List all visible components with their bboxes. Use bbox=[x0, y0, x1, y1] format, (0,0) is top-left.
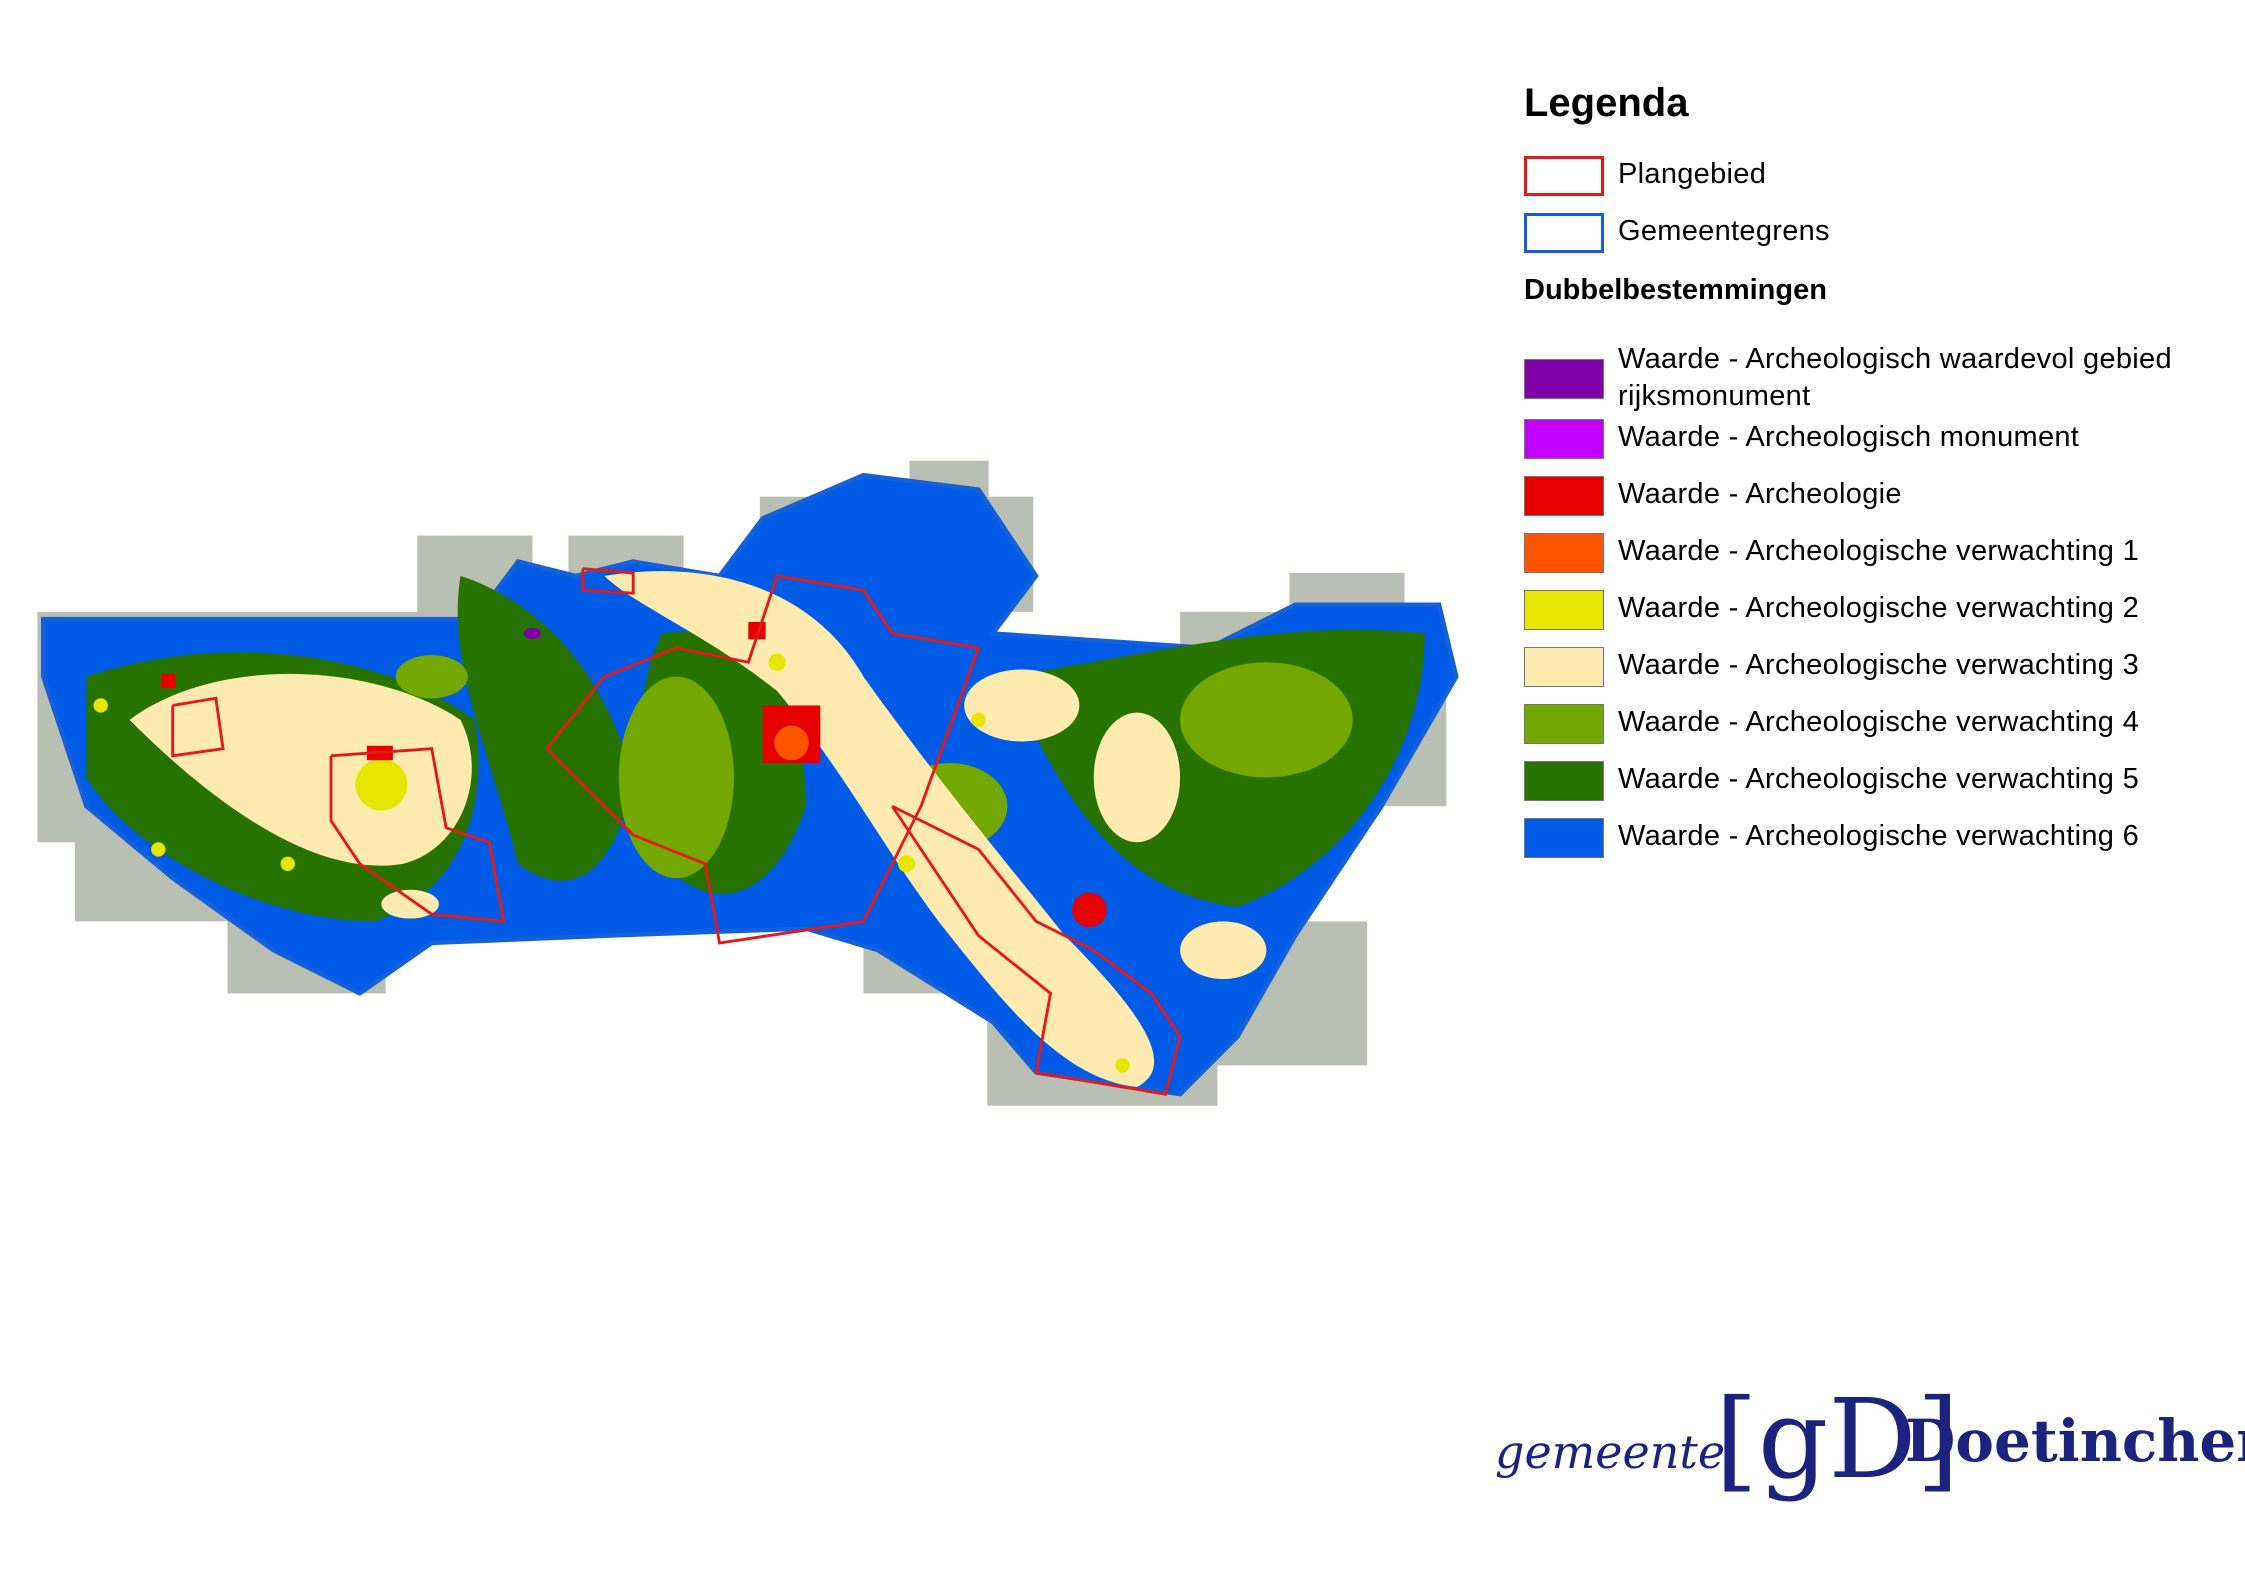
legend-swatch bbox=[1524, 704, 1604, 744]
legend-swatch bbox=[1524, 647, 1604, 687]
legend-label: Waarde - Archeologisch monument bbox=[1618, 421, 2080, 453]
gemeentegrens-swatch bbox=[1524, 213, 1604, 253]
rijksmonument-zone bbox=[523, 627, 542, 640]
legend-label: Waarde - Archeologische verwachting 6 bbox=[1618, 820, 2140, 852]
legend-label: Waarde - Archeologie bbox=[1618, 478, 1902, 510]
legend-item-plangebied: Plangebied bbox=[1524, 156, 1766, 196]
legend-item: Waarde - Archeologische verwachting 2 bbox=[1524, 590, 2139, 630]
legend-title: Legenda bbox=[1524, 81, 1689, 125]
legend-item-gemeentegrens: Gemeentegrens bbox=[1524, 213, 1830, 253]
verwachting-2-points bbox=[93, 653, 1130, 1073]
logo-prefix: gemeente bbox=[1495, 1425, 1726, 1479]
legend-label: Waarde - Archeologische verwachting 2 bbox=[1618, 592, 2140, 624]
plangebied-swatch bbox=[1524, 156, 1604, 196]
municipality-logo: gemeente [gD] Doetinchem bbox=[1495, 1375, 2245, 1515]
legend-item: Waarde - Archeologie bbox=[1524, 476, 1902, 516]
legend-item: Waarde - Archeologische verwachting 5 bbox=[1524, 761, 2139, 801]
legend-item: Waarde - Archeologische verwachting 6 bbox=[1524, 818, 2139, 858]
legend-item: Waarde - Archeologisch monument bbox=[1524, 419, 2079, 459]
legend-item: Waarde - Archeologisch waardevol gebied … bbox=[1524, 341, 2228, 415]
legend-label: Waarde - Archeologische verwachting 4 bbox=[1618, 706, 2140, 738]
legend-item: Waarde - Archeologische verwachting 4 bbox=[1524, 704, 2139, 744]
legend-swatch bbox=[1524, 476, 1604, 516]
legend-label: Waarde - Archeologische verwachting 3 bbox=[1618, 649, 2140, 681]
legend-item: Waarde - Archeologische verwachting 1 bbox=[1524, 533, 2139, 573]
verwachting-3-zones bbox=[129, 571, 1267, 1087]
legend-label: Waarde - Archeologische verwachting 5 bbox=[1618, 763, 2140, 795]
legend-label: Waarde - Archeologische verwachting 1 bbox=[1618, 535, 2140, 567]
logo-name: Doetinchem bbox=[1905, 1407, 2245, 1475]
legend-swatch bbox=[1524, 533, 1604, 573]
legend-item: Waarde - Archeologische verwachting 3 bbox=[1524, 647, 2139, 687]
legend-swatch bbox=[1524, 590, 1604, 630]
plangebied-boundaries bbox=[171, 567, 1182, 1096]
legend-label: Waarde - Archeologisch waardevol gebied … bbox=[1618, 343, 2172, 412]
legend-swatch bbox=[1524, 359, 1604, 399]
legend: Legenda Plangebied Gemeentegrens Dubbelb… bbox=[1524, 78, 2244, 858]
verwachting-1-zone bbox=[774, 725, 809, 761]
logo-mark: [gD] bbox=[1715, 1375, 1960, 1503]
legend-swatch bbox=[1524, 818, 1604, 858]
legend-section-title: Dubbelbestemmingen bbox=[1524, 274, 1827, 306]
legend-swatch bbox=[1524, 761, 1604, 801]
legend-swatch bbox=[1524, 419, 1604, 459]
